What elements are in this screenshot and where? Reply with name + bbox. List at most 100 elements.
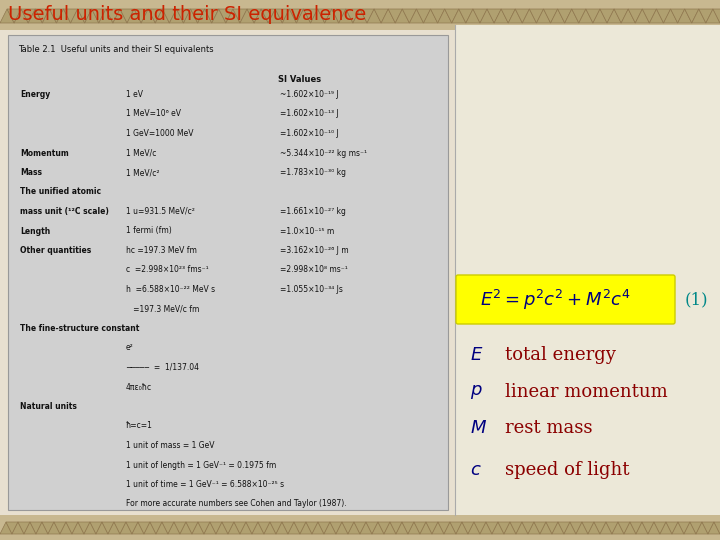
- Polygon shape: [156, 522, 168, 534]
- Text: Mass: Mass: [20, 168, 42, 177]
- Polygon shape: [219, 9, 233, 23]
- Polygon shape: [84, 522, 96, 534]
- Polygon shape: [572, 9, 586, 23]
- Polygon shape: [310, 9, 325, 23]
- Polygon shape: [18, 522, 30, 534]
- Polygon shape: [168, 522, 180, 534]
- Polygon shape: [233, 9, 247, 23]
- Polygon shape: [600, 522, 612, 534]
- Polygon shape: [494, 9, 508, 23]
- Polygon shape: [126, 522, 138, 534]
- Polygon shape: [374, 9, 388, 23]
- Polygon shape: [508, 9, 522, 23]
- Text: rest mass: rest mass: [505, 419, 593, 437]
- Polygon shape: [593, 9, 607, 23]
- Bar: [455, 25, 720, 515]
- Polygon shape: [56, 9, 71, 23]
- Polygon shape: [360, 522, 372, 534]
- Text: ~5.344×10⁻²² kg ms⁻¹: ~5.344×10⁻²² kg ms⁻¹: [280, 148, 367, 158]
- Polygon shape: [222, 522, 234, 534]
- Polygon shape: [579, 9, 593, 23]
- Polygon shape: [564, 522, 576, 534]
- Polygon shape: [522, 522, 534, 534]
- Polygon shape: [381, 9, 395, 23]
- Text: ħ=c=1: ħ=c=1: [126, 422, 153, 430]
- Polygon shape: [174, 522, 186, 534]
- Polygon shape: [108, 522, 120, 534]
- Polygon shape: [169, 9, 184, 23]
- Polygon shape: [180, 522, 192, 534]
- Polygon shape: [246, 522, 258, 534]
- Polygon shape: [664, 9, 678, 23]
- Polygon shape: [148, 9, 162, 23]
- Polygon shape: [510, 522, 522, 534]
- Polygon shape: [28, 9, 42, 23]
- Polygon shape: [438, 522, 450, 534]
- Polygon shape: [708, 522, 720, 534]
- Polygon shape: [106, 9, 120, 23]
- Polygon shape: [384, 522, 396, 534]
- Text: $p$: $p$: [470, 383, 482, 401]
- Polygon shape: [138, 522, 150, 534]
- Polygon shape: [450, 522, 462, 534]
- Polygon shape: [294, 522, 306, 534]
- Text: =1.602×10⁻¹³ J: =1.602×10⁻¹³ J: [280, 110, 338, 118]
- Text: 1 MeV/c²: 1 MeV/c²: [126, 168, 160, 177]
- Polygon shape: [63, 9, 78, 23]
- FancyBboxPatch shape: [456, 275, 675, 324]
- Polygon shape: [60, 522, 72, 534]
- Polygon shape: [288, 522, 300, 534]
- Polygon shape: [696, 522, 708, 534]
- Polygon shape: [456, 522, 468, 534]
- Polygon shape: [570, 522, 582, 534]
- Polygon shape: [660, 522, 672, 534]
- Polygon shape: [492, 522, 504, 534]
- Text: The fine-structure constant: The fine-structure constant: [20, 324, 140, 333]
- Polygon shape: [642, 9, 657, 23]
- Polygon shape: [438, 9, 451, 23]
- Polygon shape: [594, 522, 606, 534]
- Polygon shape: [360, 9, 374, 23]
- Polygon shape: [330, 522, 342, 534]
- Polygon shape: [498, 522, 510, 534]
- Polygon shape: [630, 522, 642, 534]
- Polygon shape: [612, 522, 624, 534]
- Polygon shape: [24, 522, 36, 534]
- Polygon shape: [127, 9, 141, 23]
- Text: =3.162×10⁻²⁶ J m: =3.162×10⁻²⁶ J m: [280, 246, 348, 255]
- Polygon shape: [325, 9, 339, 23]
- Polygon shape: [198, 522, 210, 534]
- Polygon shape: [642, 522, 654, 534]
- Polygon shape: [132, 522, 144, 534]
- Text: e²: e²: [126, 343, 134, 353]
- Polygon shape: [12, 522, 24, 534]
- Text: 1 GeV=1000 MeV: 1 GeV=1000 MeV: [126, 129, 194, 138]
- Polygon shape: [420, 522, 432, 534]
- Text: Useful units and their SI equivalence: Useful units and their SI equivalence: [8, 5, 366, 24]
- Polygon shape: [204, 9, 219, 23]
- Polygon shape: [474, 522, 486, 534]
- Polygon shape: [270, 522, 282, 534]
- Polygon shape: [318, 522, 330, 534]
- Bar: [8, 35, 448, 510]
- Polygon shape: [480, 522, 492, 534]
- Polygon shape: [685, 9, 699, 23]
- Polygon shape: [275, 9, 289, 23]
- Text: 1 unit of length = 1 GeV⁻¹ = 0.1975 fm: 1 unit of length = 1 GeV⁻¹ = 0.1975 fm: [126, 461, 276, 469]
- Text: =197.3 MeV/c fm: =197.3 MeV/c fm: [126, 305, 199, 314]
- Polygon shape: [216, 522, 228, 534]
- Polygon shape: [14, 9, 28, 23]
- Polygon shape: [297, 9, 310, 23]
- Polygon shape: [342, 522, 354, 534]
- Polygon shape: [30, 522, 42, 534]
- Polygon shape: [624, 522, 636, 534]
- Polygon shape: [156, 9, 169, 23]
- Polygon shape: [614, 9, 629, 23]
- Polygon shape: [150, 522, 162, 534]
- Polygon shape: [480, 9, 494, 23]
- Polygon shape: [546, 522, 558, 534]
- Polygon shape: [714, 522, 720, 534]
- Polygon shape: [402, 9, 416, 23]
- Text: Length: Length: [20, 226, 50, 235]
- Polygon shape: [42, 522, 54, 534]
